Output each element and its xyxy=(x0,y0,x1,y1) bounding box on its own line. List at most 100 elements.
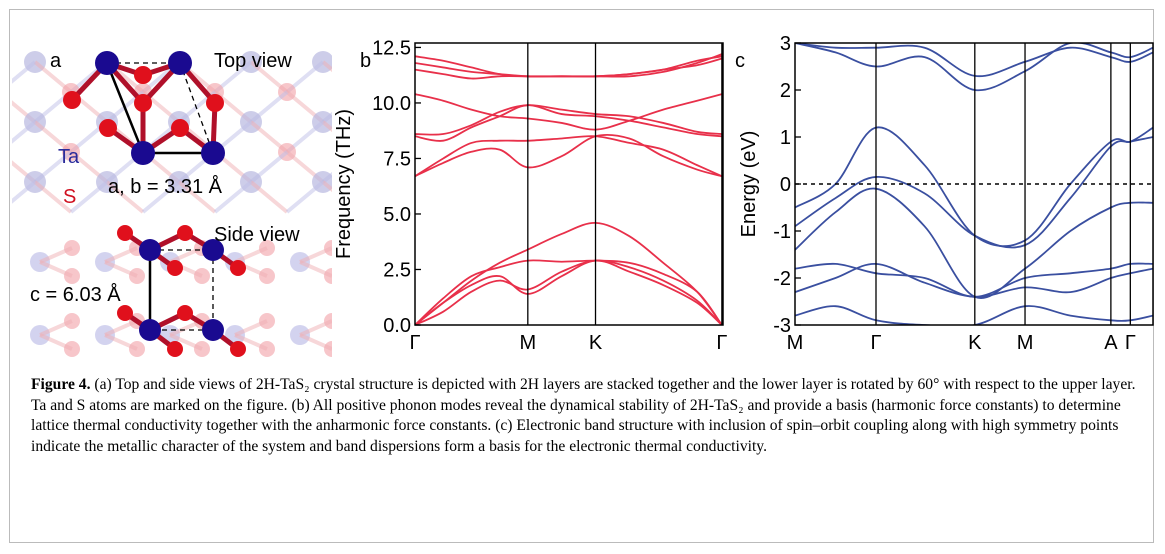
atom xyxy=(201,141,225,165)
atom xyxy=(177,305,193,321)
band-line xyxy=(795,43,1153,92)
bond xyxy=(69,180,109,214)
atom xyxy=(454,341,470,357)
plot-frame xyxy=(414,42,724,326)
bond xyxy=(177,180,217,214)
bond xyxy=(234,319,268,337)
bond xyxy=(12,180,37,204)
side-view-label: Side view xyxy=(214,224,300,246)
atom xyxy=(350,83,368,101)
band-line xyxy=(795,43,1153,78)
bond xyxy=(104,333,138,351)
caption: Figure 4. (a) Top and side views of 2H-T… xyxy=(31,375,1139,457)
atom xyxy=(389,341,405,357)
s-label: S xyxy=(63,186,76,208)
atom xyxy=(230,341,246,357)
y-tick-label: 0.0 xyxy=(383,315,411,337)
atom xyxy=(389,240,405,256)
atom xyxy=(63,91,81,109)
figure: a Top view Ta S a, b = 3.31 Å Side view … xyxy=(0,33,1154,357)
bond xyxy=(39,260,73,278)
bond xyxy=(395,62,431,92)
atom xyxy=(202,319,224,341)
band-line xyxy=(415,259,723,325)
band-line xyxy=(415,259,723,325)
y-tick-label: 12.5 xyxy=(372,37,411,59)
x-tick-label: Γ xyxy=(870,332,881,354)
x-tick-label: K xyxy=(589,332,603,354)
atom xyxy=(422,143,440,161)
atom xyxy=(0,83,8,101)
y-tick-label: 1 xyxy=(780,127,791,149)
cell-line xyxy=(150,249,214,331)
bond xyxy=(234,333,268,351)
atom xyxy=(0,143,8,161)
band-line xyxy=(415,104,722,142)
atom xyxy=(202,239,224,261)
atom xyxy=(230,260,246,276)
bond xyxy=(39,319,73,337)
atom xyxy=(454,313,470,329)
band-line xyxy=(795,136,1153,249)
atom xyxy=(139,319,161,341)
band-line xyxy=(415,135,723,178)
ab-label: a, b = 3.31 Å xyxy=(108,175,223,198)
bond xyxy=(299,246,332,264)
atom xyxy=(355,325,375,345)
bond xyxy=(430,248,462,262)
atom xyxy=(168,51,192,75)
bond xyxy=(12,60,37,84)
x-tick-label: M xyxy=(1017,332,1034,354)
bond xyxy=(141,180,181,214)
y-tick-label: 0 xyxy=(780,174,791,196)
bond xyxy=(285,180,325,214)
bond xyxy=(39,333,73,351)
atom xyxy=(134,94,152,112)
y-tick-label: 2 xyxy=(780,80,791,102)
bond xyxy=(105,180,145,214)
band-line xyxy=(415,133,723,178)
bond xyxy=(321,60,332,73)
y-axis-title: Energy (eV) xyxy=(738,131,760,238)
bond xyxy=(249,180,289,214)
bond xyxy=(365,335,397,349)
crystal-structure xyxy=(0,51,470,357)
plot-frame xyxy=(794,42,1154,326)
x-tick-label: M xyxy=(519,332,536,354)
x-tick-label: Γ xyxy=(409,332,420,354)
atom xyxy=(384,171,406,193)
bond xyxy=(234,246,268,264)
bond xyxy=(299,333,332,351)
bond xyxy=(33,180,73,214)
atom xyxy=(131,141,155,165)
x-tick-label: M xyxy=(787,332,804,354)
bond xyxy=(430,321,462,335)
atom xyxy=(177,225,193,241)
x-tick-label: Γ xyxy=(716,332,727,354)
atom xyxy=(355,252,375,272)
y-tick-label: -1 xyxy=(773,221,791,243)
x-tick-label: K xyxy=(968,332,982,354)
bond xyxy=(321,180,332,193)
bond xyxy=(104,260,138,278)
bond xyxy=(430,335,462,349)
band-line xyxy=(415,53,723,78)
band-line xyxy=(795,262,1153,298)
ta-label: Ta xyxy=(58,146,80,168)
band-line xyxy=(415,259,723,325)
atom xyxy=(167,260,183,276)
band-line xyxy=(415,104,722,136)
atom xyxy=(117,305,133,321)
band-line xyxy=(415,55,723,78)
bond xyxy=(104,319,138,337)
top-view-label: Top view xyxy=(214,50,292,72)
y-tick-label: 3 xyxy=(780,33,791,55)
band-line xyxy=(795,126,1153,247)
bond xyxy=(213,180,253,214)
panel-label: b xyxy=(360,50,371,72)
band-line xyxy=(415,221,723,325)
atom xyxy=(420,252,440,272)
atom xyxy=(117,225,133,241)
bond xyxy=(104,246,138,264)
